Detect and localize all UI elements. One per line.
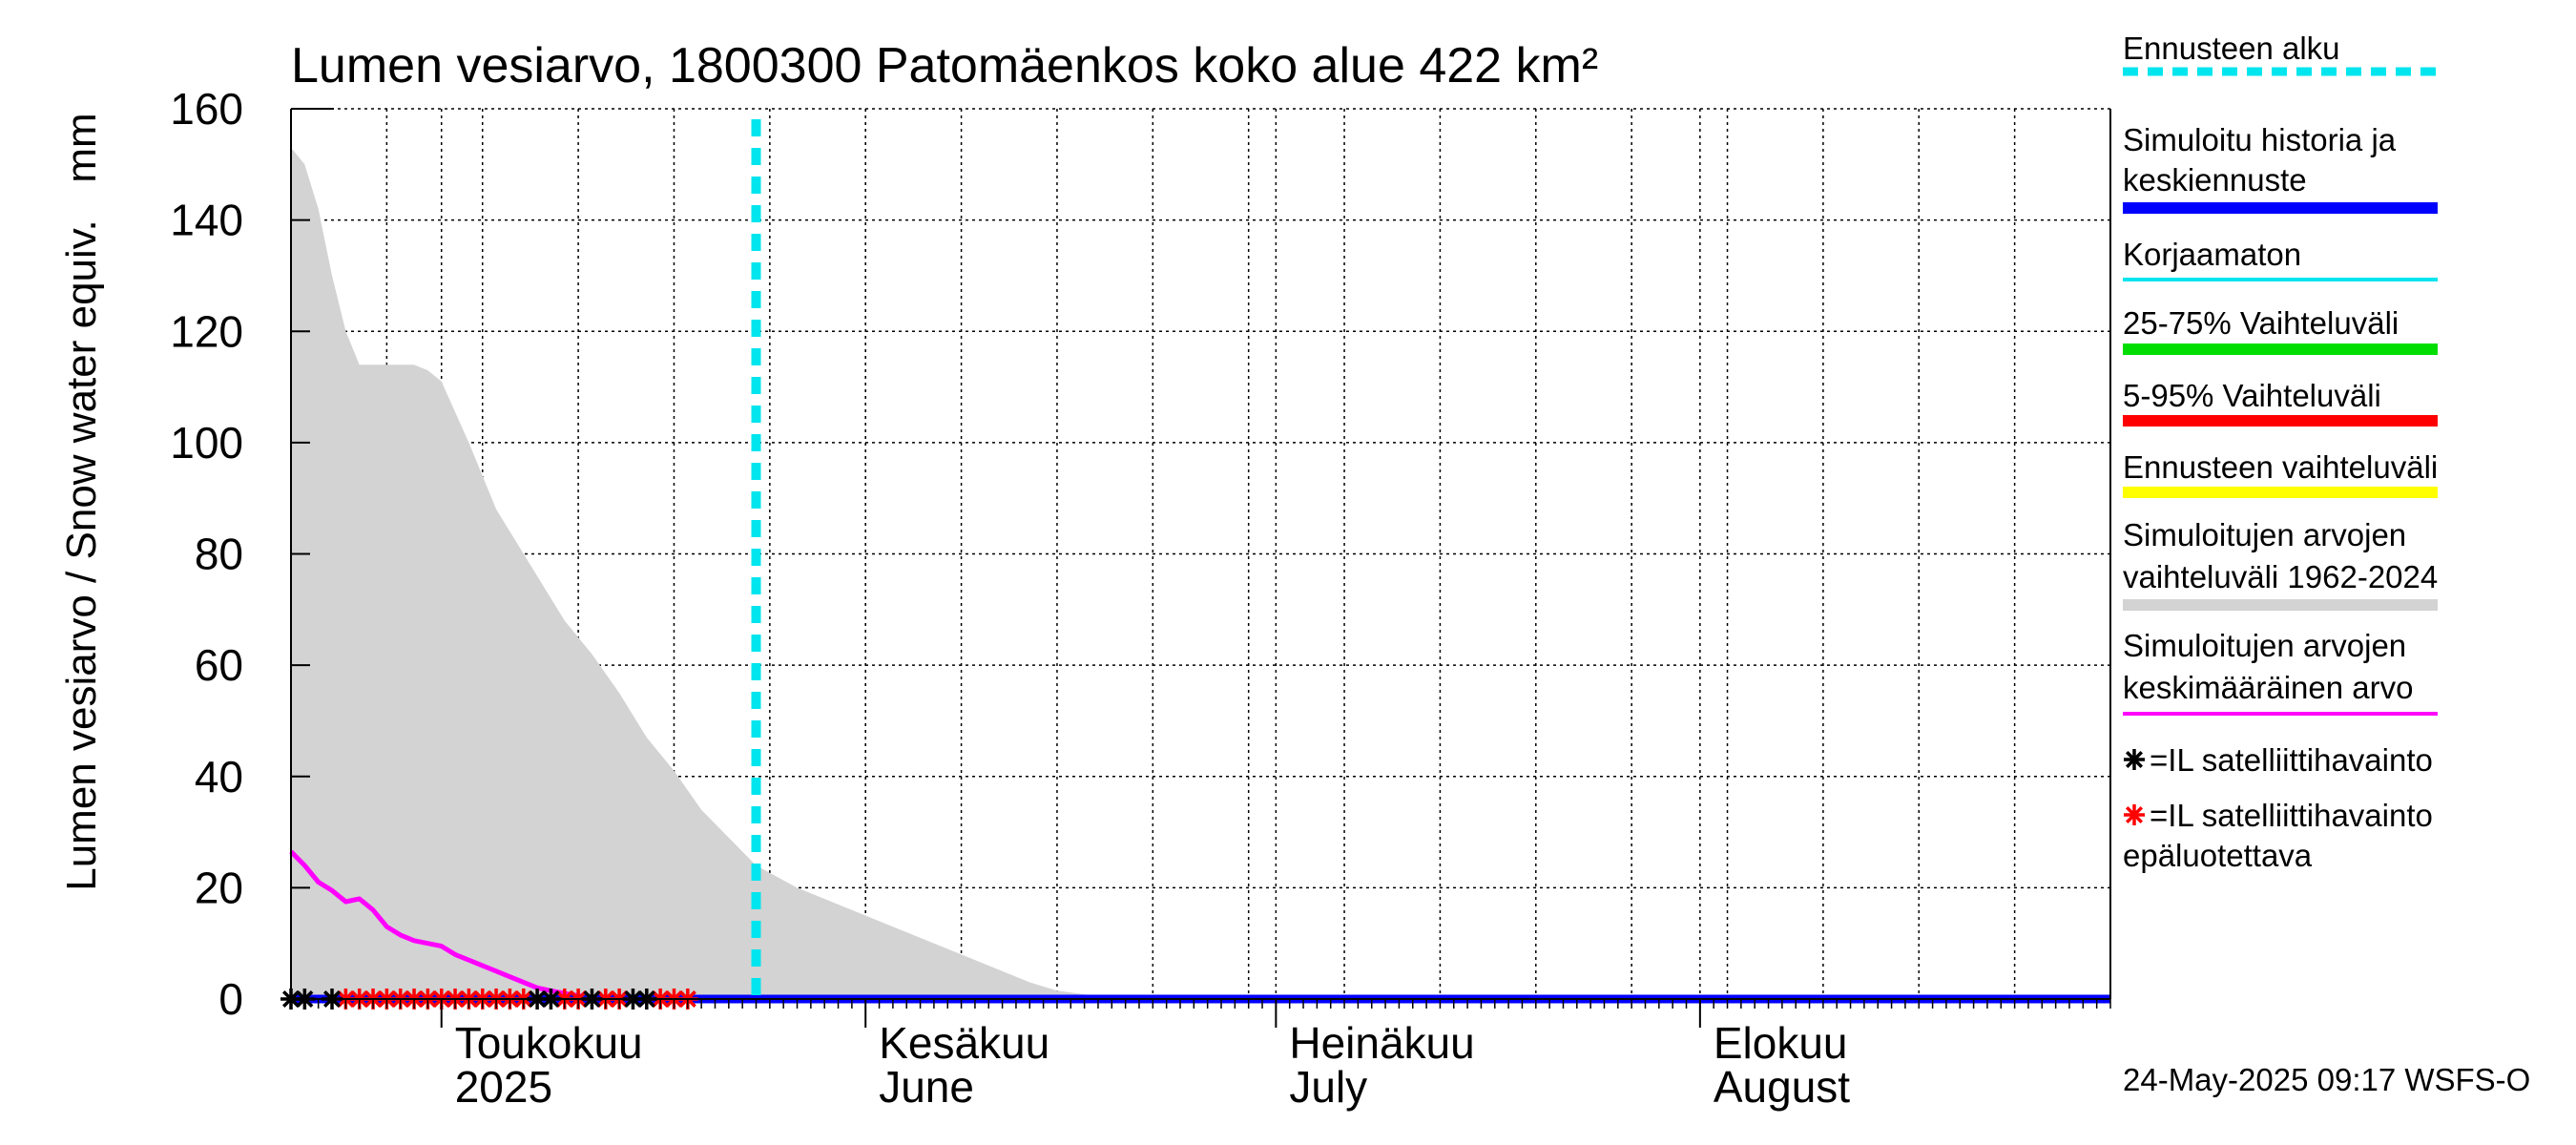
- legend-marker-icon: [2124, 804, 2145, 825]
- y-tick-label: 40: [195, 752, 243, 802]
- y-tick-label: 80: [195, 530, 243, 579]
- legend-item: 25-75% Vaihteluväli: [2123, 305, 2438, 355]
- marker-stroke: [2125, 805, 2144, 824]
- legend-label: vaihteluväli 1962-2024: [2123, 559, 2438, 594]
- legend-item: Ennusteen alku: [2123, 31, 2438, 76]
- legend-label: epäluotettava: [2123, 838, 2313, 873]
- legend-item: Korjaamaton: [2123, 237, 2438, 281]
- timestamp: 24-May-2025 09:17 WSFS-O: [2123, 1062, 2530, 1097]
- x-month-label-fi: Heinäkuu: [1289, 1018, 1474, 1068]
- range-band-layer: [291, 147, 2110, 1000]
- y-tick-label: 160: [170, 84, 243, 134]
- legend-label: Korjaamaton: [2123, 237, 2301, 272]
- legend-item: =IL satelliittihavainto epäluotettava: [2123, 798, 2433, 873]
- legend-label: keskimääräinen arvo: [2123, 670, 2413, 705]
- legend-label: =IL satelliittihavainto: [2150, 798, 2433, 833]
- legend-label: Simuloitujen arvojen: [2123, 517, 2406, 552]
- legend-item: Ennusteen vaihteluväli: [2123, 449, 2438, 498]
- legend-label: 5-95% Vaihteluväli: [2123, 378, 2381, 413]
- legend-marker-icon: [2124, 749, 2145, 770]
- legend: Ennusteen alku Simuloitu historia ja keski…: [2123, 31, 2438, 873]
- legend-item: Simuloitujen arvojen keskimääräinen arvo: [2123, 628, 2438, 716]
- legend-label: Simuloitujen arvojen: [2123, 628, 2406, 663]
- legend-item: Simuloitujen arvojen vaihteluväli 1962-20…: [2123, 517, 2438, 611]
- y-tick-label: 60: [195, 640, 243, 690]
- legend-item: Simuloitu historia ja keskiennuste: [2123, 122, 2438, 214]
- y-tick-label: 100: [170, 418, 243, 468]
- legend-label: Ennusteen alku: [2123, 31, 2340, 66]
- legend-item: 5-95% Vaihteluväli: [2123, 378, 2438, 427]
- legend-label: Ennusteen vaihteluväli: [2123, 449, 2438, 485]
- x-month-label-en: 2025: [455, 1062, 552, 1112]
- y-axis-unit: mm: [58, 113, 105, 182]
- x-month-label-en: July: [1289, 1062, 1367, 1112]
- x-month-label-fi: Elokuu: [1714, 1018, 1848, 1068]
- y-tick-label: 0: [218, 974, 243, 1024]
- legend-label: Simuloitu historia ja: [2123, 122, 2397, 157]
- legend-label: 25-75% Vaihteluväli: [2123, 305, 2399, 341]
- y-tick-label: 20: [195, 863, 243, 912]
- legend-label: =IL satelliittihavainto: [2150, 742, 2433, 778]
- legend-item: =IL satelliittihavainto: [2124, 742, 2433, 778]
- range-band-area: [291, 147, 2110, 1000]
- x-month-label-fi: Kesäkuu: [879, 1018, 1049, 1068]
- chart-title: Lumen vesiarvo, 1800300 Patomäenkos koko…: [291, 38, 1598, 94]
- x-month-label-fi: Toukokuu: [455, 1018, 643, 1068]
- legend-label: keskiennuste: [2123, 162, 2307, 198]
- marker-stroke: [2125, 750, 2144, 769]
- y-axis-label: Lumen vesiarvo / Snow water equiv.: [58, 219, 105, 891]
- y-tick-label: 120: [170, 306, 243, 356]
- y-tick-label: 140: [170, 196, 243, 245]
- x-month-label-en: June: [879, 1062, 974, 1112]
- x-month-label-en: August: [1714, 1062, 1850, 1112]
